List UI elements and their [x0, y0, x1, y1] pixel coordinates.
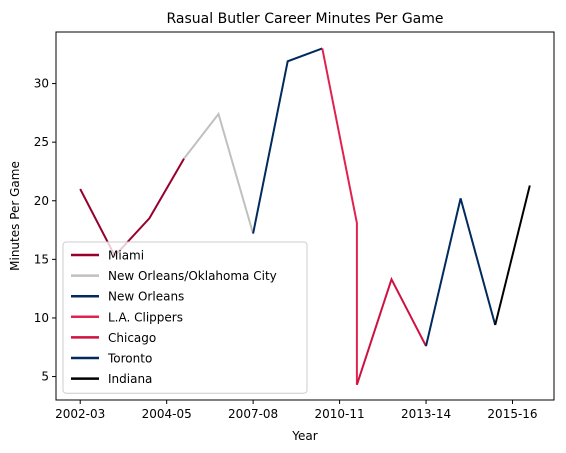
plot-frame	[55, 31, 555, 401]
series-line-3	[252, 47, 323, 234]
legend: Miami New Orleans/Oklahoma City New Orlean…	[62, 241, 308, 394]
x-axis: 2002-03 2004-05 2007-08 2010-11 2013-14 2015-…	[55, 400, 538, 421]
x-tick-label: 2010-11	[315, 407, 365, 421]
legend-label: Indiana	[108, 372, 152, 386]
legend-label: Chicago	[108, 331, 156, 345]
x-axis-label: Year	[291, 429, 317, 443]
y-axis-label: Minutes Per Game	[8, 161, 22, 271]
legend-label: New Orleans	[108, 290, 184, 304]
y-axis: 5 10 15 20 25 30	[34, 77, 56, 384]
x-tick-label: 2004-05	[142, 407, 192, 421]
x-tick-label: 2002-03	[55, 407, 105, 421]
chart-title: Rasual Butler Career Minutes Per Game	[167, 11, 444, 27]
series-line-2	[183, 111, 255, 234]
series-line-5	[355, 276, 427, 386]
legend-label: New Orleans/Oklahoma City	[108, 269, 277, 283]
y-tick-label: 30	[34, 77, 49, 91]
y-tick-label: 5	[41, 370, 49, 384]
x-tick-label: 2007-08	[228, 407, 278, 421]
series-line-6	[425, 198, 497, 347]
y-tick-label: 10	[34, 311, 49, 325]
x-tick-label: 2015-16	[487, 407, 537, 421]
legend-box	[62, 241, 308, 394]
y-tick-label: 15	[34, 252, 49, 266]
plot-area	[55, 31, 555, 401]
legend-label: Toronto	[107, 352, 152, 366]
series-line-1	[79, 158, 185, 258]
y-tick-label: 20	[34, 194, 49, 208]
y-tick-label: 25	[34, 135, 49, 149]
legend-label: Miami	[108, 249, 144, 263]
legend-label: L.A. Clippers	[108, 310, 183, 324]
x-tick-label: 2013-14	[401, 407, 451, 421]
series-line-4	[321, 48, 358, 385]
series-line-7	[494, 185, 531, 326]
